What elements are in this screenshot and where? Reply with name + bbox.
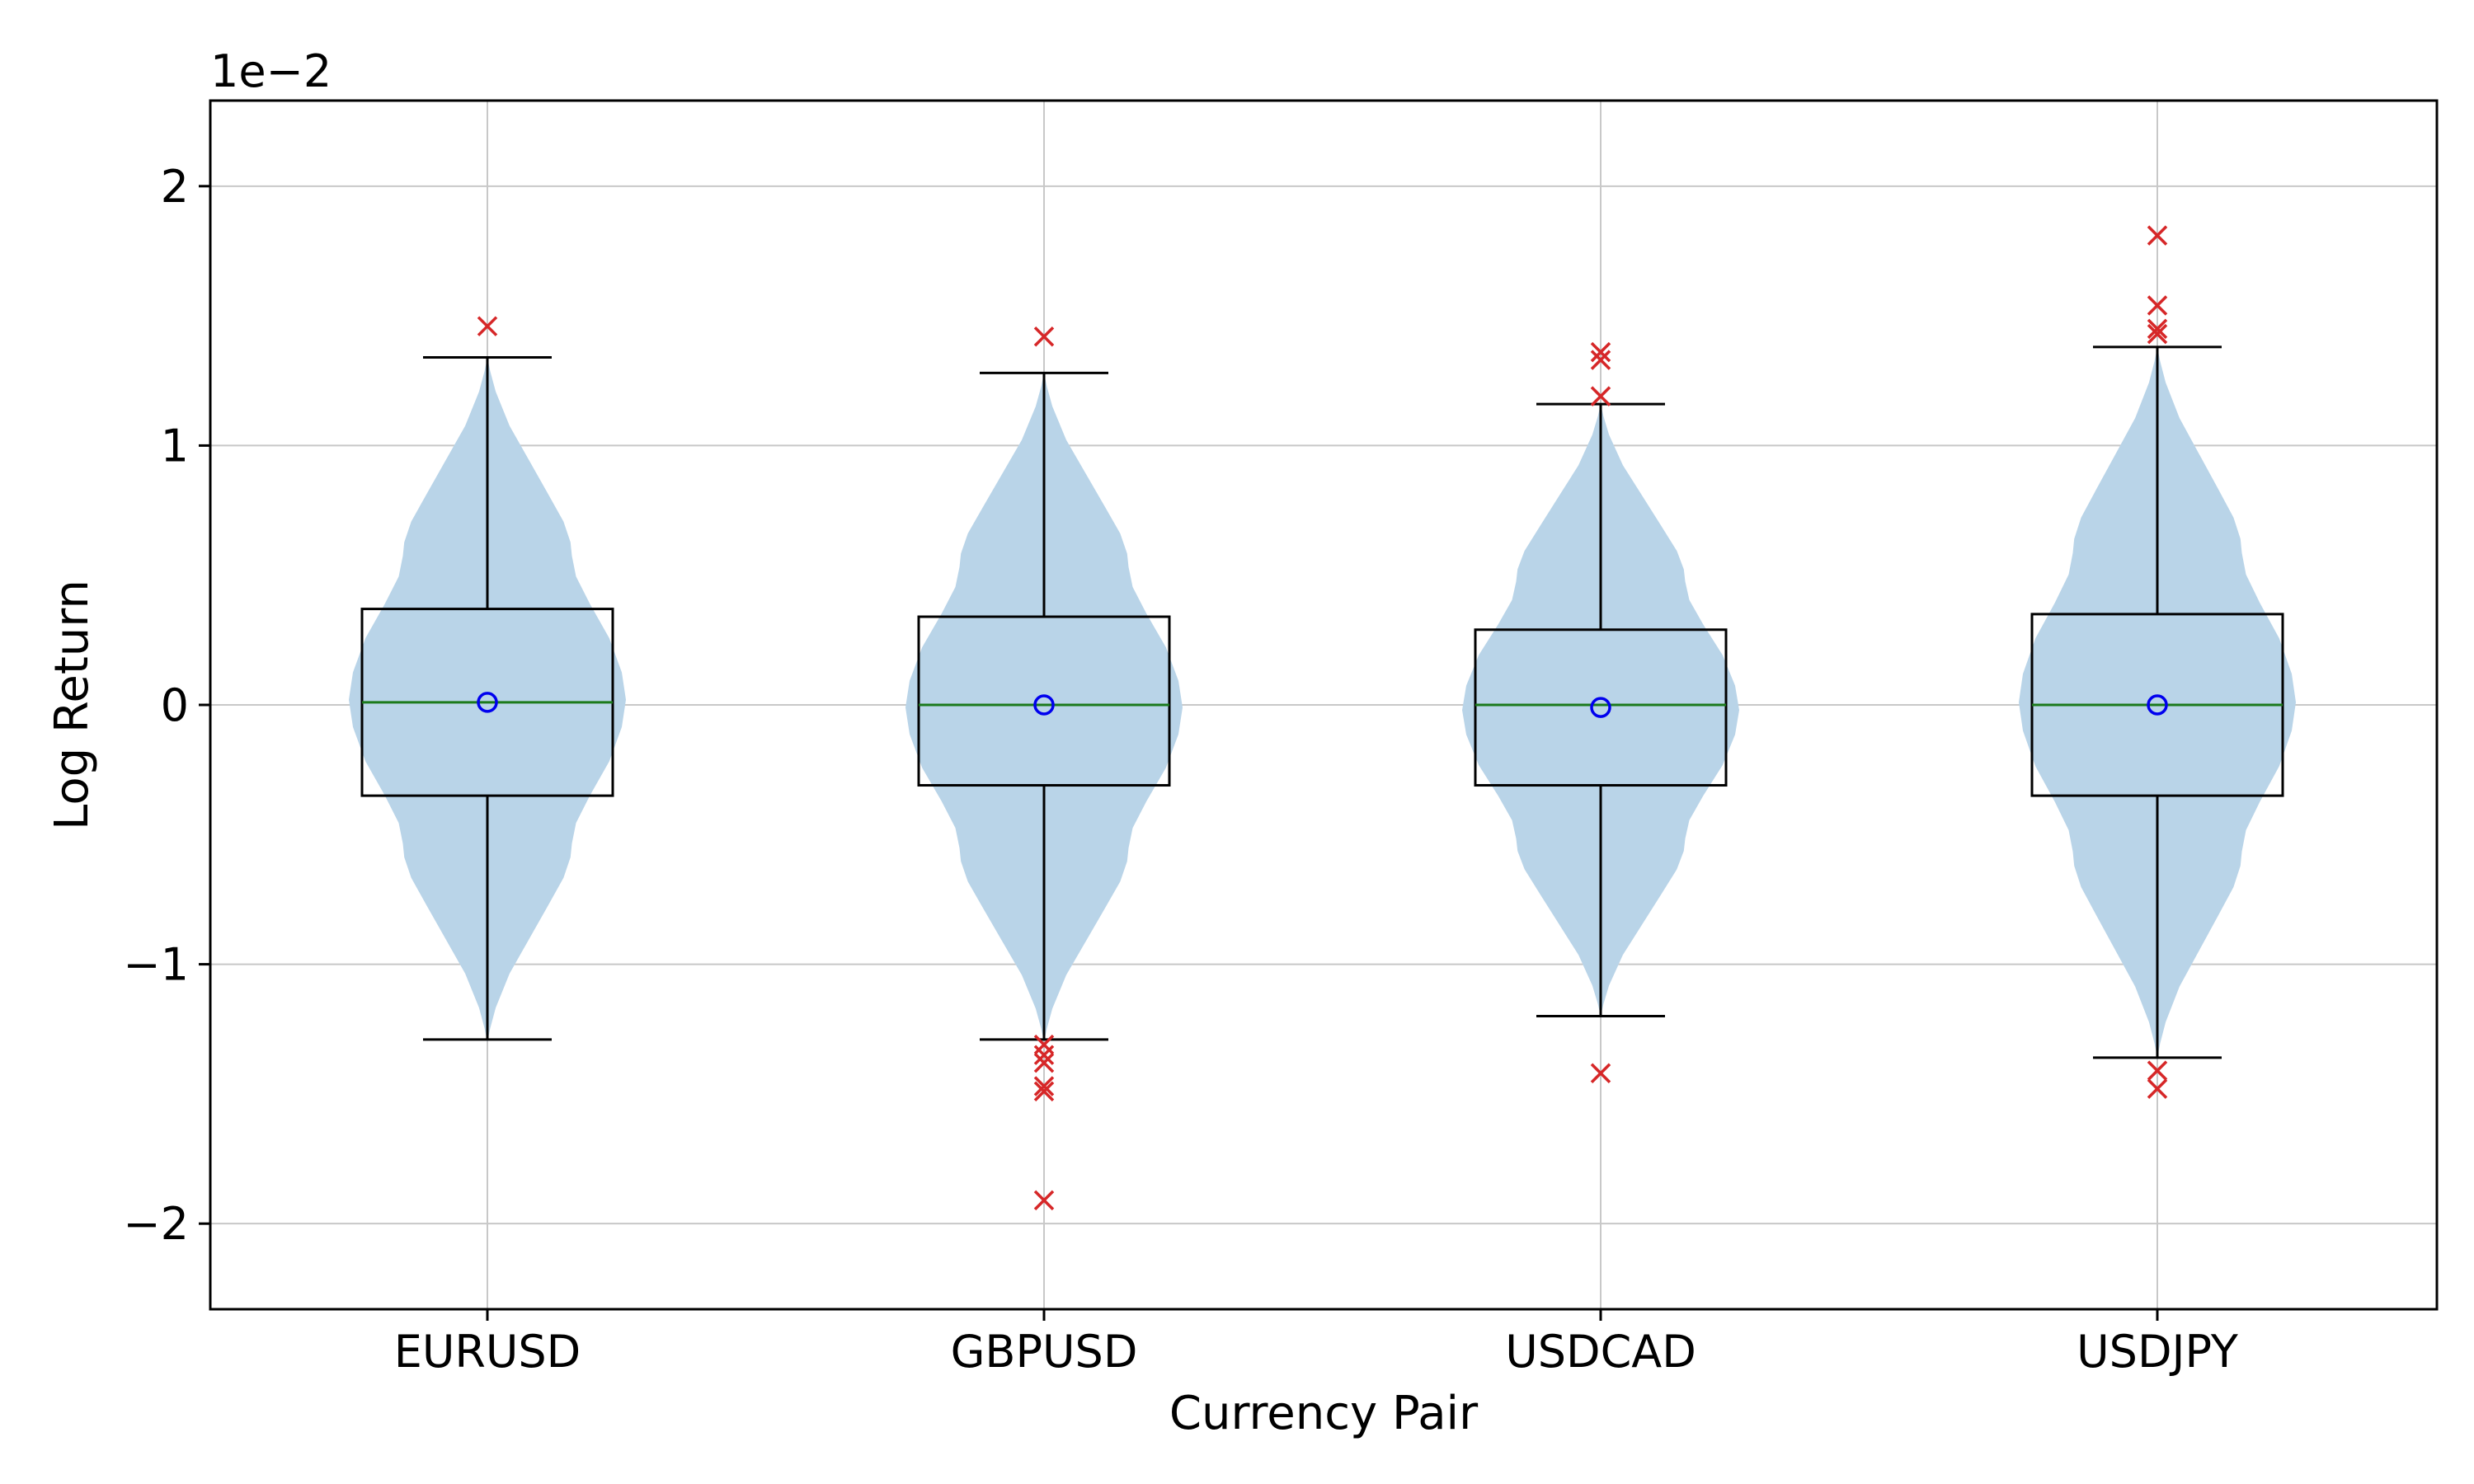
mean-marker <box>1033 694 1055 716</box>
outlier-stroke <box>2147 318 2168 340</box>
y-axis-label: Log Return <box>45 580 99 830</box>
outlier-stroke <box>1033 1052 1055 1073</box>
outlier-marker <box>1033 326 1055 347</box>
outlier-stroke <box>1033 1081 1055 1101</box>
outlier-marker <box>2147 295 2168 316</box>
outlier-marker <box>2147 318 2168 340</box>
mean-marker <box>1590 697 1611 718</box>
tick-layer: −2 −1 0 1 2 EURUSD GBPUSD USDCAD USDJPY <box>123 161 2238 1378</box>
outlier-marker <box>2147 1060 2168 1081</box>
outlier-stroke <box>2147 295 2168 316</box>
outlier-stroke <box>1590 341 1611 363</box>
y-tick-label: 1 <box>161 420 189 472</box>
outlier-layer <box>477 225 2168 1211</box>
outlier-marker <box>1590 341 1611 363</box>
outlier-marker <box>2147 1078 2168 1099</box>
outlier-stroke <box>2147 225 2168 246</box>
outlier-marker <box>1033 1052 1055 1073</box>
outlier-stroke <box>2147 1060 2168 1081</box>
outlier-marker <box>1590 386 1611 406</box>
outlier-marker <box>1590 1063 1611 1083</box>
violin-body <box>349 357 626 1042</box>
outlier-stroke <box>477 316 498 336</box>
iqr-box <box>917 615 1171 787</box>
mean-marker <box>477 692 498 713</box>
outlier-stroke <box>2147 323 2168 345</box>
outlier-stroke <box>1033 1190 1055 1211</box>
outlier-marker <box>1033 1076 1055 1097</box>
violin-body <box>1462 404 1739 1017</box>
outlier-stroke <box>2147 1078 2168 1099</box>
outlier-stroke <box>1033 326 1055 347</box>
violin-body <box>2019 346 2296 1058</box>
outlier-stroke <box>1033 1076 1055 1097</box>
y-tick-label: −1 <box>123 939 189 991</box>
outlier-marker <box>1033 1081 1055 1101</box>
outlier-marker <box>1033 1045 1055 1065</box>
outlier-stroke <box>1590 350 1611 370</box>
outlier-stroke <box>1590 1063 1611 1083</box>
outlier-marker <box>1033 1190 1055 1211</box>
outlier-stroke <box>1590 386 1611 406</box>
y-tick-label: −2 <box>123 1198 189 1250</box>
x-axis-label: Currency Pair <box>1169 1387 1479 1440</box>
violin-layer <box>349 346 2296 1058</box>
outlier-marker <box>1590 350 1611 370</box>
x-tick-label: USDCAD <box>1505 1326 1696 1378</box>
y-tick-label: 2 <box>161 161 189 213</box>
box-layer <box>360 345 2284 1059</box>
mean-marker <box>2147 694 2168 716</box>
outlier-stroke <box>1033 1045 1055 1065</box>
outlier-marker <box>2147 225 2168 246</box>
outlier-marker <box>477 316 498 336</box>
violin-body <box>905 373 1183 1042</box>
y-tick-label: 0 <box>161 679 189 731</box>
y-axis-offset-label: 1e−2 <box>210 45 332 97</box>
x-tick-label: USDJPY <box>2077 1326 2239 1378</box>
x-tick-label: EURUSD <box>394 1326 581 1378</box>
iqr-box <box>1474 628 1728 787</box>
x-tick-label: GBPUSD <box>951 1326 1138 1378</box>
outlier-marker <box>2147 323 2168 345</box>
